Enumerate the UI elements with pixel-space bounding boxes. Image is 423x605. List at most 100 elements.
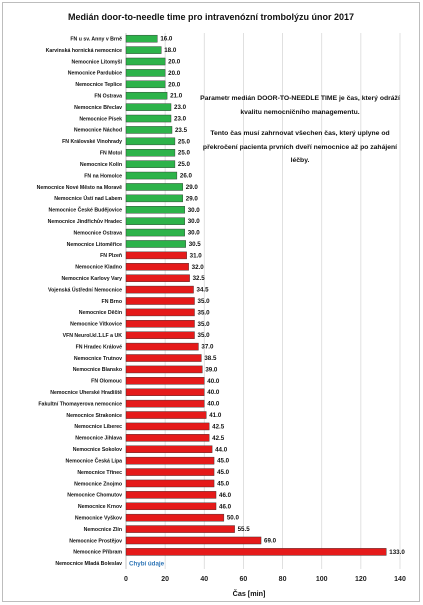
bars-group — [125, 34, 387, 556]
x-tick-labels: 0 20 40 60 80 100 120 140 — [124, 576, 406, 583]
value-label: 40.0 — [207, 401, 220, 408]
bar — [125, 342, 199, 351]
value-label: 38.5 — [204, 355, 217, 362]
category-label: Nemocnice Příbram — [73, 550, 122, 556]
category-label: FN Brno — [102, 299, 122, 305]
bar — [125, 137, 176, 146]
category-label: FN Královské Vinohrady — [62, 139, 122, 145]
bar — [125, 274, 190, 282]
bar — [125, 285, 194, 294]
x-tick-label: 120 — [355, 576, 367, 583]
category-label: Nemocnice Chomutov — [67, 493, 122, 499]
value-label: 45.0 — [217, 458, 230, 465]
value-label: 30.0 — [188, 207, 201, 214]
category-label: Nemocnice Uherské Hradiště — [50, 390, 122, 396]
bar — [125, 445, 213, 453]
value-label: 34.5 — [197, 287, 210, 294]
value-label: 25.0 — [178, 150, 191, 157]
category-label: Nemocnice Třinec — [77, 470, 122, 476]
value-label: 32.0 — [192, 264, 205, 271]
bar — [125, 114, 172, 123]
value-label: 39.0 — [205, 366, 218, 373]
bar — [125, 308, 195, 317]
category-label: Nemocnice Krnov — [78, 504, 122, 510]
value-label: 30.0 — [188, 230, 201, 237]
bar — [125, 149, 176, 157]
bar — [125, 171, 178, 180]
category-label: Nemocnice Strakonice — [66, 413, 122, 419]
category-label: FN na Homolce — [84, 173, 122, 179]
bar — [125, 34, 158, 43]
x-axis-label: Čas [min] — [233, 589, 266, 598]
value-label: 133.0 — [389, 549, 405, 556]
category-label: Nemocnice Písek — [79, 116, 122, 122]
category-label: Nemocnice Břeclav — [74, 105, 122, 111]
x-tick-label: 80 — [279, 576, 287, 583]
category-label: Nemocnice Prostějov — [69, 538, 122, 544]
category-label: Nemocnice Vítkovice — [70, 322, 122, 328]
value-label: 35.0 — [198, 332, 211, 339]
category-label: FN Motol — [100, 151, 123, 157]
bar — [125, 548, 387, 556]
value-label: 35.0 — [198, 321, 211, 328]
category-label: Nemocnice České Budějovice — [48, 207, 122, 214]
category-label: Nemocnice Litomyšl — [72, 59, 123, 65]
category-label: Nemocnice Pardubice — [68, 71, 122, 77]
bar — [125, 80, 166, 89]
value-label: 16.0 — [160, 36, 173, 43]
value-label: 23.0 — [174, 116, 187, 123]
annotation-paragraph-1: Parametr medián DOOR-TO-NEEDLE TIME je č… — [200, 95, 400, 116]
bar — [125, 388, 205, 396]
bar — [125, 331, 195, 339]
bar — [125, 194, 183, 203]
value-label: 20.0 — [168, 70, 181, 77]
bar — [125, 536, 262, 545]
bar — [125, 422, 210, 431]
x-tick-label: 0 — [124, 576, 128, 583]
bar — [125, 46, 162, 54]
bar — [125, 399, 205, 408]
category-label: Nemocnice Blansko — [73, 367, 122, 373]
category-labels: FN u sv. Anny v Brně Karvinská hornická n… — [37, 37, 123, 568]
value-label: 23.0 — [174, 104, 187, 111]
bar — [125, 411, 207, 419]
category-label: Nemocnice Znojmo — [74, 481, 122, 487]
value-label: 40.0 — [207, 378, 220, 385]
value-label: 46.0 — [219, 503, 232, 510]
x-tick-label: 100 — [316, 576, 328, 583]
bar — [125, 525, 235, 533]
category-label: Nemocnice Sokolov — [73, 447, 122, 453]
x-tick-label: 40 — [200, 576, 208, 583]
category-label: Fakultní Thomayerova nemocnice — [38, 401, 122, 407]
value-label: 31.0 — [190, 252, 203, 259]
missing-data-label: Chybí údaje — [129, 560, 165, 567]
bar — [125, 91, 168, 100]
x-tick-label: 60 — [240, 576, 248, 583]
bar — [125, 513, 225, 522]
category-label: Nemocnice Česká Lípa — [65, 457, 122, 464]
category-label: Nemocnice Karlovy Vary — [61, 276, 122, 282]
value-label: 69.0 — [264, 537, 277, 544]
value-label: 21.0 — [170, 93, 183, 100]
category-label: VFN Neurol.kl.1.LF a UK — [63, 333, 123, 339]
bar — [125, 479, 215, 488]
bar — [125, 263, 189, 271]
value-label: 45.0 — [217, 480, 230, 487]
value-label: 50.0 — [227, 515, 240, 522]
category-label: Nemocnice Děčín — [79, 310, 122, 316]
category-label: Nemocnice Nové Město na Moravě — [37, 185, 122, 191]
category-label: Nemocnice Ostrava — [74, 230, 123, 236]
bar — [125, 468, 215, 476]
value-label: 42.5 — [212, 423, 225, 430]
x-tick-label: 20 — [161, 576, 169, 583]
category-label: Nemocnice Mladá Boleslav — [55, 561, 122, 567]
value-labels: 16.0 18.0 20.0 20.0 20.0 21.0 23.0 23.0 23.5 25.0… — [160, 36, 405, 556]
bar — [125, 297, 195, 305]
bar — [125, 365, 203, 374]
value-label: 45.0 — [217, 469, 230, 476]
bar — [125, 69, 166, 77]
category-label: FN Ostrava — [94, 94, 122, 100]
category-label: Nemocnice Jindřichův Hradec — [48, 218, 122, 225]
